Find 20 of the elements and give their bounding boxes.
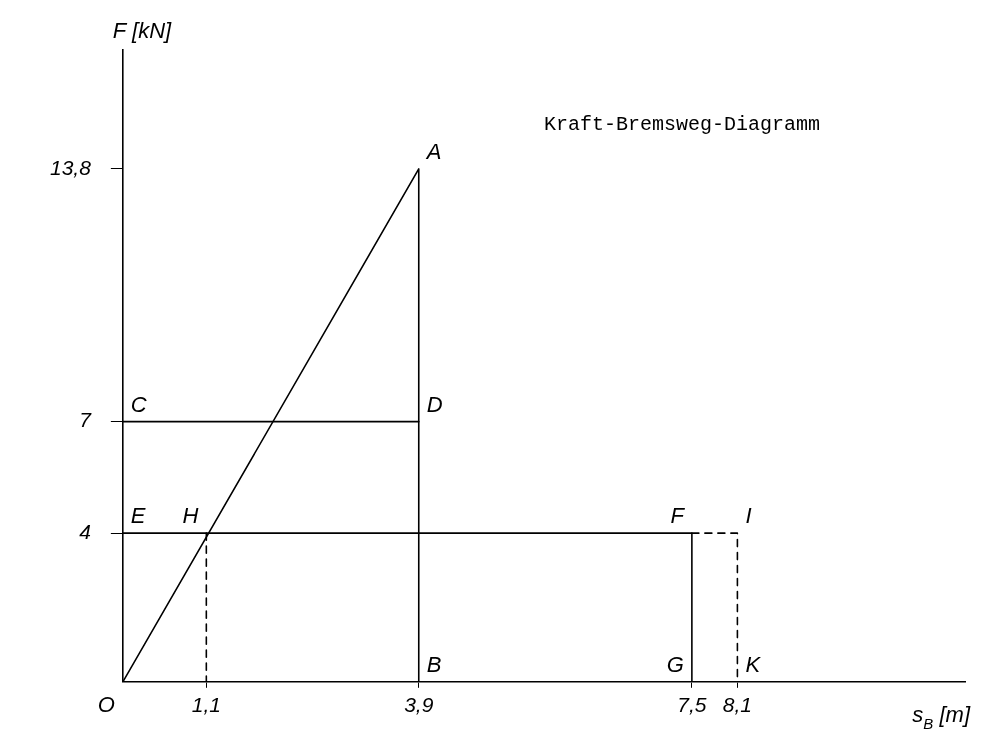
text: Kraft-Bremsweg-Diagramm [543,113,820,136]
annotation: G [666,651,684,677]
x-tick-label: 3,9 [404,693,434,717]
annotation: C [130,391,147,417]
annotation: H [182,503,199,529]
x-tick-label: 7,5 [677,693,707,717]
annotation: A [424,138,442,164]
annotation: F [670,503,686,529]
annotation: I [745,503,752,529]
y-tick-label: 7 [79,408,93,432]
annotation: B [426,651,442,677]
x-tick-label: 8,1 [722,693,752,717]
annotation: K [745,651,762,677]
y-axis-title: F [kN] [112,18,173,43]
annotation: O [97,691,115,717]
annotation: E [130,503,146,529]
y-tick-label: 13,8 [50,155,92,179]
annotation: D [426,391,443,417]
x-tick-label: 1,1 [191,693,221,717]
y-tick-label: 4 [79,519,91,543]
